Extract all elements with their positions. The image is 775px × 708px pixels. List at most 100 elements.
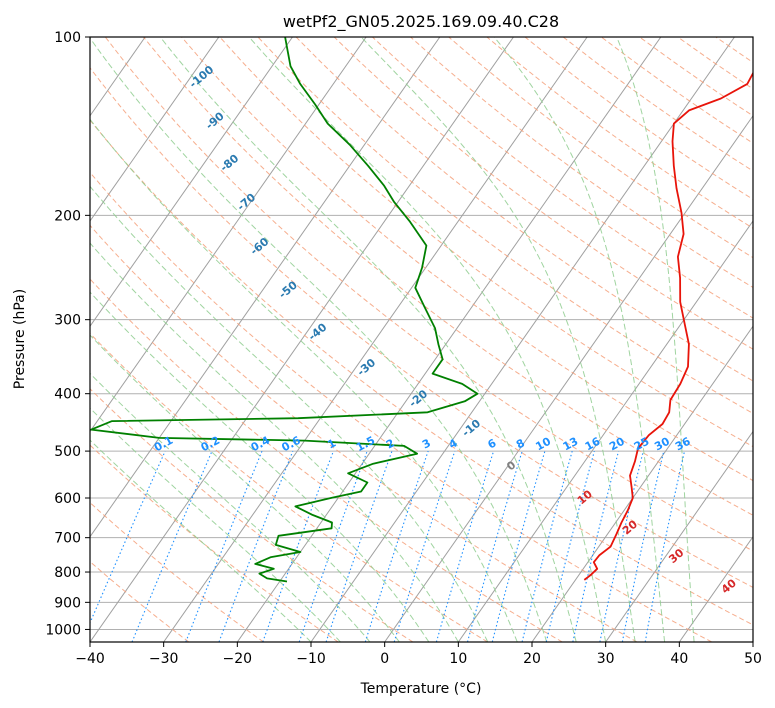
isotherm-8 <box>90 37 220 222</box>
x-tick-label-0: −40 <box>75 651 105 667</box>
chart-title: wetPf2_GN05.2025.169.09.40.C28 <box>283 12 559 32</box>
dry-adiabat-14 <box>257 37 753 414</box>
mixing-ratio-label-16: 30 <box>652 435 672 454</box>
x-tick-label-4: 0 <box>380 651 389 667</box>
dry-adiabat-label-3: -70 <box>235 191 259 214</box>
mixing-ratio-label-6: 2 <box>384 436 397 451</box>
mixing-ratio-line-2 <box>185 450 263 642</box>
dry-adiabat-label-0: -100 <box>187 63 217 91</box>
dry-adiabat-label-7: -30 <box>355 356 379 379</box>
mixing-ratio-line-6 <box>325 450 393 642</box>
mixing-ratio-line-16 <box>621 450 665 642</box>
mixing-ratio-line-0 <box>90 450 166 625</box>
isotherm-9 <box>90 37 293 328</box>
x-tick-label-8: 40 <box>670 651 688 667</box>
moist-adiabat-label-1: 10 <box>575 487 595 507</box>
isotherm-15 <box>310 37 735 642</box>
y-tick-label-5: 600 <box>54 491 81 507</box>
isotherm-10 <box>90 37 367 433</box>
moist-adiabat-1 <box>90 407 341 642</box>
plot-frame <box>89 36 754 643</box>
x-tick-label-2: −20 <box>223 651 253 667</box>
dry-adiabat-9 <box>90 67 753 588</box>
isotherm-12 <box>90 37 514 642</box>
moist-adiabat-0 <box>90 439 312 642</box>
mixing-ratio-line-12 <box>521 450 573 642</box>
mixing-ratio-line-15 <box>599 450 644 642</box>
moist-adiabat-7 <box>90 118 518 642</box>
y-tick-label-1: 200 <box>54 208 81 224</box>
moist-adiabat-13 <box>616 37 695 642</box>
isotherm-21 <box>752 641 753 642</box>
isotherm-13 <box>163 37 588 642</box>
dry-adiabat-5 <box>90 278 563 642</box>
dry-adiabat-label-6: -40 <box>306 320 330 343</box>
dry-adiabat-12 <box>181 37 753 482</box>
x-tick-label-3: −10 <box>296 651 326 667</box>
isotherm-16 <box>384 114 753 642</box>
moist-adiabat-5 <box>90 242 459 642</box>
x-tick-label-5: 10 <box>449 651 467 667</box>
mixing-ratio-line-1 <box>131 450 213 642</box>
dry-adiabat-label-5: -50 <box>276 278 300 301</box>
dry-adiabat-25 <box>677 37 753 90</box>
mixing-ratio-line-4 <box>262 450 334 642</box>
mixing-ratio-line-7 <box>364 450 429 642</box>
dry-adiabat-label-8: -20 <box>407 387 431 410</box>
moist-adiabat-label-3: 30 <box>666 546 686 566</box>
y-tick-label-9: 1000 <box>45 622 81 638</box>
x-axis-title: Temperature (°C) <box>360 681 482 697</box>
dry-adiabat-3 <box>90 388 414 642</box>
mixing-ratio-line-3 <box>218 450 294 642</box>
mixing-ratio-line-9 <box>435 450 495 642</box>
isotherm-19 <box>605 430 753 642</box>
mixing-ratio-line-8 <box>393 450 456 642</box>
dry-adiabat-18 <box>410 37 753 289</box>
dry-adiabat-1 <box>90 502 264 642</box>
moist-adiabat-8 <box>90 37 548 642</box>
x-tick-label-1: −30 <box>149 651 179 667</box>
mixing-ratio-label-9: 6 <box>486 436 499 451</box>
y-tick-label-4: 500 <box>54 444 81 460</box>
moist-adiabat-3 <box>90 334 400 642</box>
x-tick-label-6: 20 <box>523 651 541 667</box>
dry-adiabat-11 <box>143 37 753 516</box>
mixing-ratio-label-8: 4 <box>447 436 460 451</box>
isotherm-6 <box>0 37 72 642</box>
mixing-ratio-line-17 <box>644 450 686 642</box>
mixing-ratio-line-11 <box>491 450 546 642</box>
y-tick-label-0: 100 <box>54 30 81 46</box>
moist-adiabat-12 <box>493 37 666 642</box>
temperature-profile-line <box>583 37 753 581</box>
mixing-ratio-line-13 <box>545 450 595 642</box>
dry-adiabat-24 <box>639 37 753 117</box>
mixing-ratio-label-15: 25 <box>632 435 652 454</box>
dry-adiabat-7 <box>90 171 712 642</box>
moist-adiabat-10 <box>248 37 607 642</box>
isotherm-17 <box>457 220 753 642</box>
y-tick-label-6: 700 <box>54 531 81 547</box>
dry-adiabat-2 <box>90 444 339 642</box>
dry-adiabat-16 <box>333 37 753 350</box>
mixing-ratio-label-11: 10 <box>533 435 553 454</box>
y-tick-label-8: 900 <box>54 595 81 611</box>
x-tick-label-7: 30 <box>597 651 615 667</box>
x-tick-label-9: 50 <box>744 651 762 667</box>
mixing-ratio-line-10 <box>466 450 523 642</box>
isotherm-14 <box>236 37 662 642</box>
dry-adiabat-label-4: -60 <box>248 235 272 258</box>
y-tick-label-7: 800 <box>54 565 81 581</box>
moist-adiabat-9 <box>159 37 577 642</box>
mixing-ratio-line-14 <box>572 450 620 642</box>
mixing-ratio-label-7: 3 <box>420 436 433 451</box>
mixing-ratio-label-17: 36 <box>673 435 693 454</box>
mixing-ratio-label-12: 13 <box>561 435 581 454</box>
isotherm-20 <box>678 535 753 642</box>
y-tick-label-3: 400 <box>54 387 81 403</box>
moist-adiabat-label-4: 40 <box>719 576 739 596</box>
dry-adiabat-20 <box>486 37 753 229</box>
dry-adiabat-0 <box>90 560 190 642</box>
moist-adiabat-label-0: 0 <box>504 458 518 473</box>
y-axis-title: Pressure (hPa) <box>12 289 28 389</box>
isotherm-11 <box>90 37 441 538</box>
